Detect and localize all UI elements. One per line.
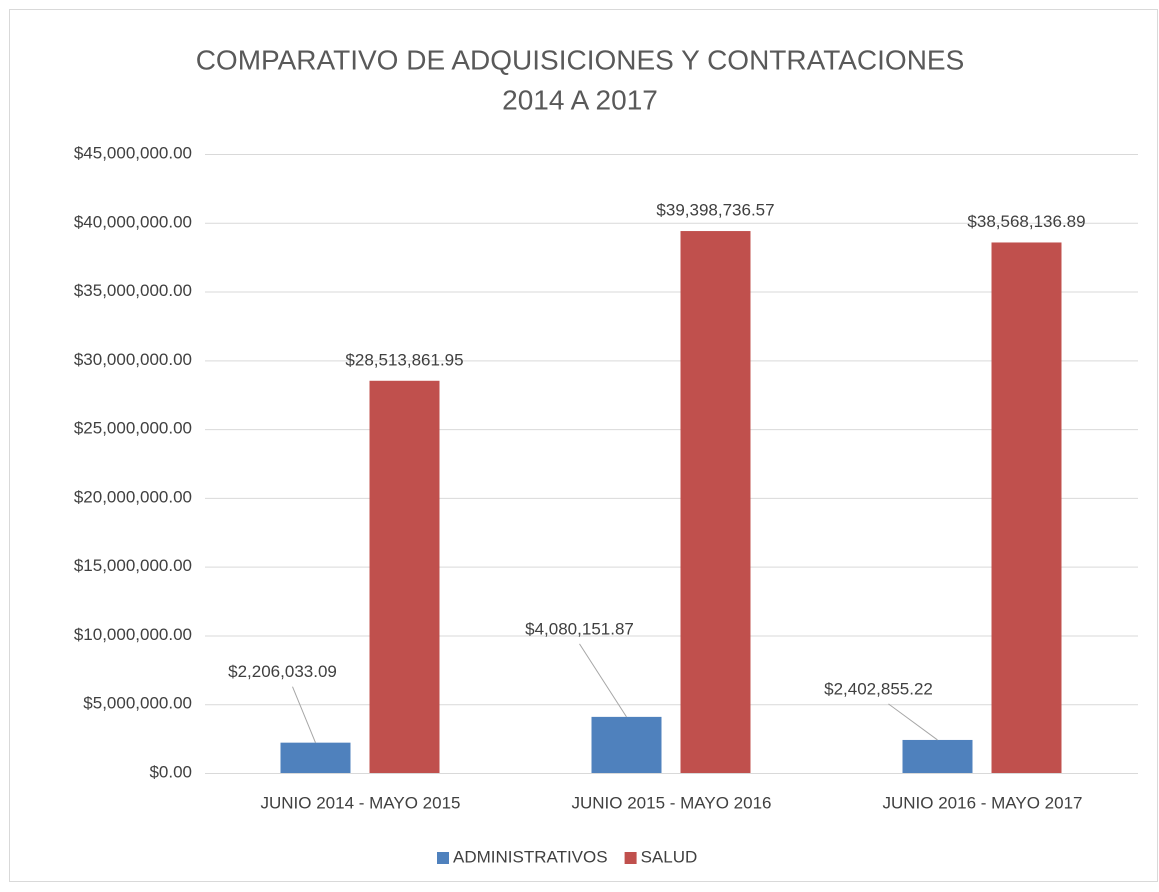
y-tick-label: $5,000,000.00 [83, 694, 192, 713]
leader-line [292, 686, 316, 743]
y-tick-label: $30,000,000.00 [74, 350, 192, 369]
y-tick-label: $0.00 [149, 762, 192, 781]
data-label: $2,402,855.22 [824, 679, 933, 698]
y-tick-label: $20,000,000.00 [74, 487, 192, 506]
legend-swatch [437, 852, 449, 864]
data-label: $38,568,136.89 [967, 212, 1085, 231]
y-tick-label: $35,000,000.00 [74, 281, 192, 300]
leader-line [888, 703, 938, 741]
bar [280, 742, 351, 773]
y-tick-label: $10,000,000.00 [74, 625, 192, 644]
data-label: $28,513,861.95 [345, 350, 463, 369]
legend-swatch [624, 852, 637, 864]
legend-label: SALUD [641, 847, 698, 866]
data-label: $4,080,151.87 [525, 619, 634, 638]
legend-label: ADMINISTRATIVOS [453, 847, 608, 866]
bar [680, 231, 751, 774]
bar [591, 716, 662, 773]
chart-title: 2014 A 2017 [502, 84, 658, 115]
chart-border [9, 9, 1158, 882]
y-tick-label: $40,000,000.00 [74, 212, 192, 231]
x-tick-label: JUNIO 2016 - MAYO 2017 [883, 793, 1083, 812]
bar [991, 242, 1062, 773]
leader-line [579, 643, 627, 718]
bar [369, 380, 440, 773]
y-tick-label: $15,000,000.00 [74, 556, 192, 575]
y-tick-label: $25,000,000.00 [74, 419, 192, 438]
x-tick-label: JUNIO 2014 - MAYO 2015 [261, 793, 461, 812]
data-label: $2,206,033.09 [228, 662, 337, 681]
chart-title: COMPARATIVO DE ADQUISICIONES Y CONTRATAC… [196, 44, 965, 75]
y-tick-label: $45,000,000.00 [74, 143, 192, 162]
bar [902, 739, 973, 773]
x-tick-label: JUNIO 2015 - MAYO 2016 [572, 793, 772, 812]
data-label: $39,398,736.57 [656, 201, 774, 220]
